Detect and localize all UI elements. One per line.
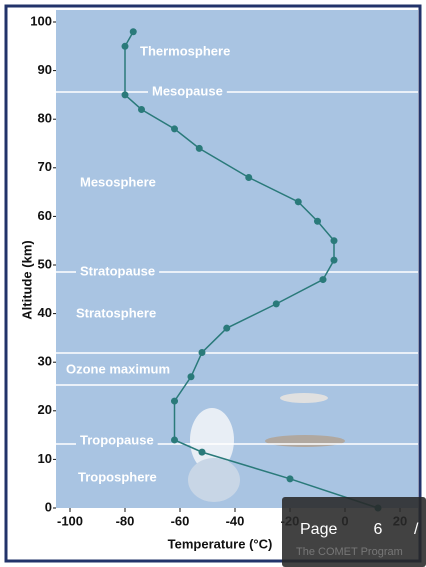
y-tick-label: 70 (38, 159, 52, 174)
point (171, 125, 178, 133)
x-tick-label: -100 (57, 513, 83, 528)
jet-icon (280, 393, 328, 403)
layer-label: Mesosphere (80, 174, 156, 189)
point (138, 105, 145, 113)
y-tick-label: 10 (38, 451, 52, 466)
layer-label: Tropopause (80, 432, 154, 447)
point (314, 217, 321, 225)
point (187, 373, 195, 381)
x-tick-label: -80 (116, 513, 135, 528)
point (198, 348, 206, 356)
label-bg (76, 263, 160, 279)
pager-box (282, 497, 426, 567)
point (223, 324, 231, 332)
layer-label: Troposphere (78, 469, 157, 484)
y-tick-label: 40 (38, 305, 52, 320)
point (294, 198, 302, 206)
label-bg (148, 83, 227, 99)
layer-label: Mesopause (152, 83, 223, 98)
point (121, 91, 129, 99)
x-tick-label: -60 (171, 513, 190, 528)
plot-area (56, 10, 418, 508)
pager-separator: / (414, 521, 419, 538)
point (286, 475, 294, 483)
point (330, 256, 338, 264)
cloud (188, 408, 240, 502)
point (198, 448, 206, 456)
y-tick-label: 30 (38, 354, 52, 369)
layer-label: Ozone maximum (66, 361, 170, 376)
layer-label: Stratosphere (76, 305, 156, 320)
x-axis-label: Temperature (°C) (168, 536, 273, 551)
page-number: 6 (374, 521, 383, 538)
x-tick-label: -40 (226, 513, 245, 528)
point (171, 397, 178, 405)
label-bg (76, 432, 158, 448)
y-tick-label: 50 (38, 256, 52, 271)
y-tick-label: 60 (38, 208, 52, 223)
y-axis-label: Altitude (km) (19, 240, 34, 319)
pager-label: Page (300, 521, 337, 538)
credit: The COMET Program (296, 546, 403, 558)
y-tick-label: 20 (38, 402, 52, 417)
point (195, 144, 203, 152)
point (171, 436, 178, 444)
y-tick-label: 80 (38, 111, 52, 126)
y-tick-label: 90 (38, 62, 52, 77)
point (319, 276, 327, 284)
point (245, 174, 253, 182)
layer-label: Stratopause (80, 263, 155, 278)
point (272, 300, 280, 308)
point (330, 237, 338, 245)
y-tick-label: 0 (45, 499, 52, 514)
layer-label: Thermosphere (140, 43, 230, 58)
point (121, 42, 129, 50)
y-tick-label: 100 (30, 13, 52, 28)
airliner-icon (265, 435, 345, 447)
point (129, 28, 137, 36)
